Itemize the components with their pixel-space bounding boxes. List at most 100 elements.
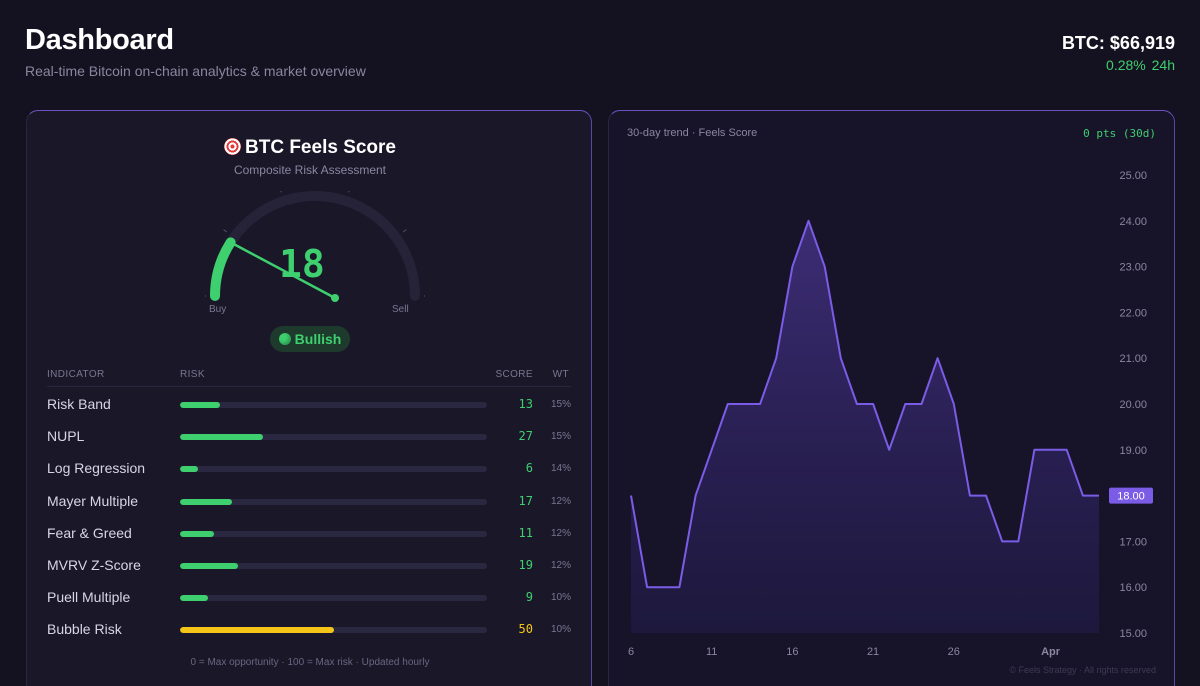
risk-bar-track — [180, 434, 487, 441]
trend-label: 30-day trend · Feels Score — [627, 127, 758, 139]
btc-change: 0.28% 24h — [1104, 57, 1175, 73]
table-row: Log Regression 6 14% — [47, 453, 571, 485]
indicator-name: Log Regression — [47, 460, 146, 477]
table-row: Mayer Multiple 17 12% — [47, 486, 571, 518]
x-tick-label: 6 — [628, 646, 634, 658]
indicator-weight: 12% — [550, 527, 571, 539]
indicator-score: 11 — [518, 525, 533, 540]
table-row: Puell Multiple 9 10% — [47, 582, 571, 614]
feels-score-panel: BTC Feels Score Composite Risk Assessmen… — [26, 110, 592, 686]
x-axis: 6 11 16 21 26 Apr — [628, 646, 1061, 658]
gauge-tick — [402, 229, 407, 233]
risk-bar-fill — [180, 627, 334, 634]
status-dot-icon — [278, 333, 291, 345]
indicator-weight: 10% — [550, 592, 571, 604]
indicator-weight: 14% — [550, 463, 571, 475]
indicator-name: Puell Multiple — [47, 589, 131, 606]
indicator-table-header: INDICATOR RISK SCORE WT — [47, 369, 571, 387]
current-value-marker — [1109, 487, 1153, 504]
y-axis: 25.00 24.00 23.00 22.00 21.00 20.00 19.00 18.00… — [1119, 170, 1147, 640]
indicator-score: 17 — [518, 493, 533, 508]
header-risk: RISK — [180, 369, 205, 380]
y-tick-label: 23.00 — [1119, 262, 1147, 274]
risk-bar-track — [180, 498, 487, 505]
risk-bar-track — [180, 402, 487, 408]
trend-chart: 25.00 24.00 23.00 22.00 21.00 20.00 19.00 18.00… — [628, 170, 1153, 658]
risk-bar-track — [180, 530, 487, 537]
table-row: MVRV Z-Score 19 12% — [47, 550, 571, 582]
status-label: Bullish — [294, 331, 342, 347]
risk-bar-fill — [180, 563, 239, 569]
indicator-score: 13 — [518, 397, 533, 411]
table-row: Risk Band 13 15% — [47, 389, 571, 421]
y-tick-label: 19.00 — [1119, 445, 1147, 457]
gauge-tick — [348, 191, 350, 193]
trend-area — [631, 220, 1099, 634]
risk-bar-fill — [180, 530, 214, 537]
score-title: BTC Feels Score — [27, 137, 593, 159]
copyright: © Feels Strategy · All rights reserved — [1009, 665, 1156, 675]
risk-bar-fill — [180, 402, 220, 408]
risk-bar-fill — [180, 466, 199, 473]
indicator-score: 9 — [525, 590, 533, 605]
risk-bar-fill — [180, 434, 263, 441]
gauge-fill — [210, 237, 236, 301]
indicator-name: Risk Band — [47, 396, 111, 412]
indicator-name: NUPL — [47, 428, 85, 445]
indicator-weight: 15% — [550, 431, 571, 443]
btc-price: BTC: $66,919 — [1061, 33, 1175, 53]
risk-bar-track — [180, 466, 487, 473]
y-tick-label: 24.00 — [1119, 216, 1147, 228]
indicator-weight: 15% — [550, 399, 571, 410]
y-tick-label: 15.00 — [1119, 628, 1147, 640]
y-tick-label: 20.00 — [1119, 399, 1147, 411]
y-tick-label: 21.00 — [1119, 353, 1147, 365]
current-value-label: 18.00 — [1117, 491, 1145, 503]
x-tick-label: 21 — [867, 646, 879, 658]
gauge-ticks — [205, 191, 425, 297]
indicator-name: Mayer Multiple — [47, 492, 139, 509]
table-row: NUPL 27 15% — [47, 421, 571, 453]
score-subtitle: Composite Risk Assessment — [233, 163, 387, 177]
table-row: Bubble Risk 50 10% — [47, 614, 571, 646]
y-tick-label: 16.00 — [1119, 582, 1147, 594]
table-row: Fear & Greed 11 12% — [47, 518, 571, 550]
indicator-name: Fear & Greed — [47, 524, 132, 541]
x-tick-label: 26 — [948, 646, 960, 658]
risk-bar-track — [180, 563, 487, 569]
y-tick-label: 17.00 — [1119, 536, 1147, 548]
gauge-value: 18 — [279, 242, 325, 286]
status-badge: Bullish — [270, 326, 350, 352]
gauge-tick — [223, 229, 228, 233]
gauge-sell-label: Sell — [392, 304, 409, 315]
risk-bar-fill — [180, 498, 233, 505]
trend-change: 0 pts (30d) — [1083, 127, 1156, 140]
btc-change-value: 0.28% — [1106, 57, 1146, 73]
btc-change-period: 24h — [1151, 57, 1175, 73]
trend-panel: 25.00 24.00 23.00 22.00 21.00 20.00 19.00 18.00… — [608, 110, 1175, 686]
header-score: SCORE — [495, 369, 533, 380]
header-indicator: INDICATOR — [47, 369, 105, 380]
header-wt: WT — [552, 369, 569, 380]
y-tick-label: 25.00 — [1119, 170, 1147, 182]
indicator-score: 27 — [518, 429, 533, 444]
score-gauge — [205, 191, 425, 302]
table-footnote: 0 = Max opportunity · 100 = Max risk · U… — [190, 657, 430, 668]
gauge-hub — [331, 294, 339, 302]
risk-bar-track — [180, 595, 487, 602]
page-subtitle: Real-time Bitcoin on-chain analytics & m… — [25, 63, 366, 79]
trend-line — [630, 219, 1099, 589]
gauge-tick — [280, 191, 282, 193]
gauge-needle — [230, 241, 336, 300]
gauge-buy-label: Buy — [209, 304, 227, 315]
page-title: Dashboard — [25, 24, 174, 56]
x-tick-label: 16 — [786, 646, 798, 658]
indicator-name: Bubble Risk — [47, 621, 122, 638]
indicator-score: 6 — [525, 461, 533, 476]
x-tick-label: 11 — [706, 646, 717, 658]
x-tick-label: Apr — [1041, 646, 1061, 658]
risk-bar-fill — [180, 595, 208, 602]
risk-bar-track — [180, 627, 487, 634]
indicator-weight: 12% — [550, 495, 571, 507]
indicator-name: MVRV Z-Score — [47, 557, 141, 573]
